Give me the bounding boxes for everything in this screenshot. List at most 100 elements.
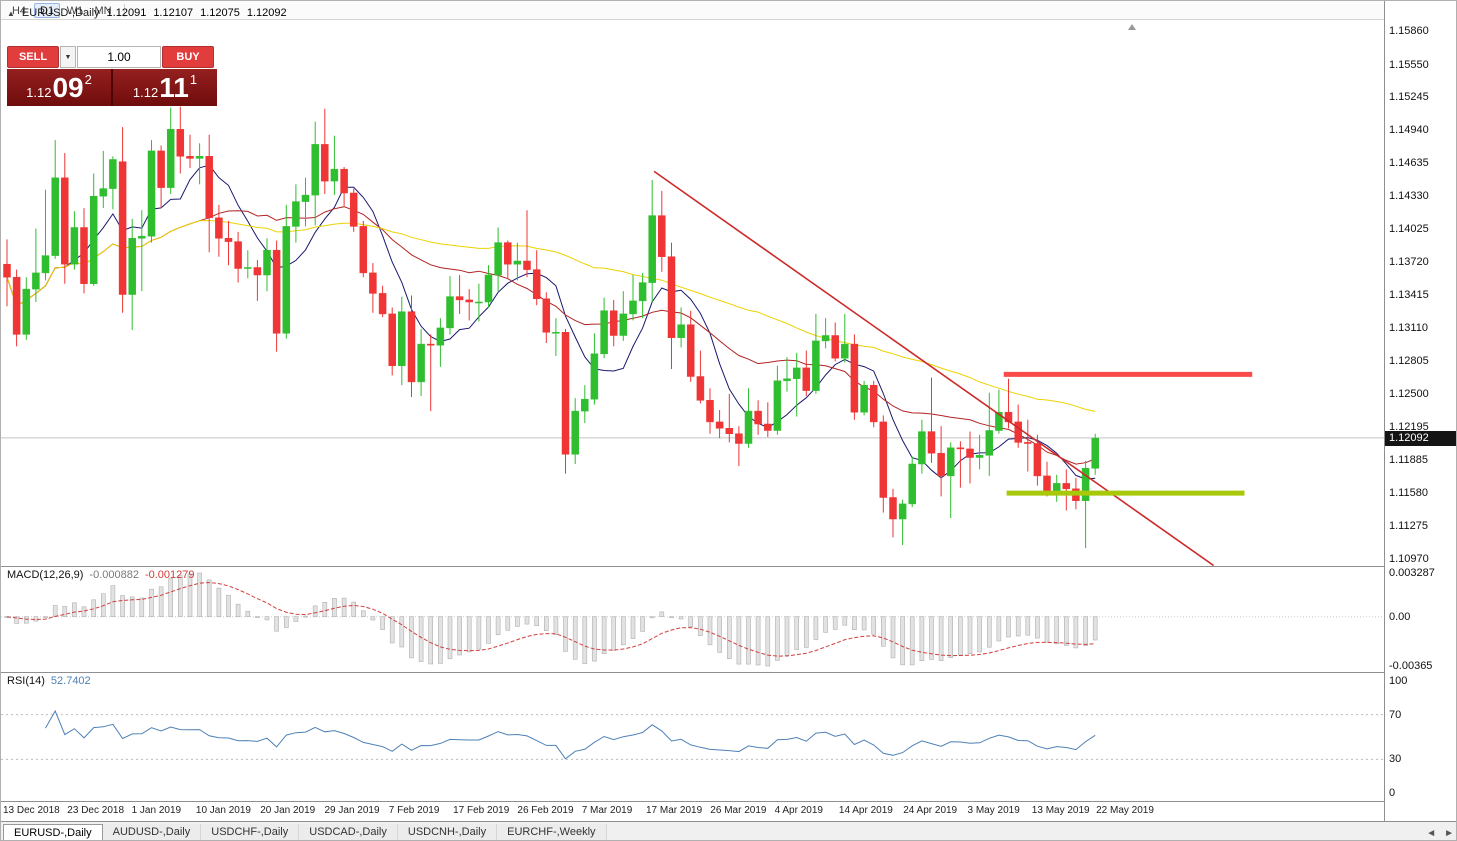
current-price-tag: 1.12092 — [1385, 430, 1456, 446]
price-axis-tick: 1.15860 — [1389, 25, 1429, 37]
price-divider — [111, 69, 113, 106]
rsi-name: RSI(14) — [7, 675, 45, 687]
sell-price-point: 2 — [84, 72, 92, 87]
sell-price-display[interactable]: 1.12 09 2 — [7, 69, 111, 106]
time-axis-tick: 4 Apr 2019 — [774, 805, 823, 816]
chevron-down-icon: ▼ — [64, 53, 72, 61]
timeframe-button-d1[interactable]: D1 — [34, 2, 60, 18]
rsi-indicator-panel[interactable] — [1, 673, 1384, 801]
panel-separator — [1, 801, 1456, 802]
price-axis-tick: 1.14330 — [1389, 190, 1429, 203]
price-axis-tick: 1.13415 — [1389, 289, 1429, 301]
price-axis-tick: 1.11275 — [1389, 520, 1428, 533]
price-chart-panel[interactable] — [1, 21, 1384, 566]
price-axis-tick: 1.11885 — [1389, 454, 1428, 467]
timeframe-button-w1[interactable]: W1 — [66, 4, 84, 17]
macd-axis-tick: -0.00365 — [1389, 660, 1433, 672]
price-axis-tick: 1.13720 — [1389, 256, 1429, 269]
timeframe-button-mn[interactable]: MN — [94, 4, 112, 17]
macd-label: MACD(12,26,9) -0.000882 -0.001279 — [7, 569, 195, 581]
time-axis-tick: 24 Apr 2019 — [903, 805, 958, 816]
bid-ask-display: 1.12 09 2 1.12 11 1 — [7, 69, 217, 106]
rsi-canvas[interactable] — [1, 673, 1384, 801]
chart-shift-marker-icon — [1128, 24, 1136, 30]
macd-indicator-panel[interactable] — [1, 567, 1384, 672]
time-axis-tick: 26 Mar 2019 — [710, 805, 767, 816]
price-axis-tick: 1.11580 — [1389, 487, 1428, 500]
rsi-axis-tick: 100 — [1389, 675, 1408, 687]
time-axis-tick: 17 Mar 2019 — [646, 805, 703, 816]
chart-tab-eurusd[interactable]: EURUSD-,Daily — [3, 824, 103, 840]
toolbar-divider — [124, 3, 125, 17]
rsi-value: 52.7402 — [50, 675, 91, 687]
rsi-axis-tick: 70 — [1389, 708, 1402, 721]
time-axis-tick: 7 Feb 2019 — [388, 805, 440, 816]
buy-price-display[interactable]: 1.12 11 1 — [113, 69, 217, 106]
panel-separator[interactable] — [1, 672, 1456, 673]
time-axis-tick: 13 Dec 2018 — [3, 805, 60, 816]
sell-button[interactable]: SELL — [7, 46, 59, 68]
time-axis-tick: 14 Apr 2019 — [838, 805, 893, 816]
tab-scroll-right-button[interactable]: ► — [1444, 828, 1454, 839]
volume-dropdown-button[interactable]: ▼ — [60, 46, 76, 68]
time-axis[interactable]: 13 Dec 2018 23 Dec 2018 1 Jan 2019 10 Jan 2… — [1, 802, 1384, 821]
chart-tab-usdcnh[interactable]: USDCNH-,Daily — [397, 824, 498, 840]
time-axis-tick: 23 Dec 2018 — [67, 805, 125, 816]
buy-price-pips: 11 — [159, 71, 189, 103]
sell-price-pips: 09 — [52, 71, 84, 103]
time-axis-tick: 26 Feb 2019 — [517, 805, 574, 816]
volume-input[interactable] — [77, 46, 161, 68]
time-axis-tick: 13 May 2019 — [1031, 805, 1090, 816]
macd-value-signal: -0.001279 — [144, 569, 195, 581]
timeframe-button-h4[interactable]: H4 — [11, 4, 27, 17]
buy-button[interactable]: BUY — [162, 46, 214, 68]
price-axis-tick: 1.13110 — [1389, 321, 1428, 334]
price-axis-tick: 1.14940 — [1389, 124, 1429, 137]
macd-axis-tick: 0.003287 — [1389, 567, 1435, 579]
chart-tab-eurchf[interactable]: EURCHF-,Weekly — [497, 824, 607, 840]
ohlc-open: 1.12091 — [106, 7, 147, 19]
chart-caption: ▲ EURUSD-,Daily 1.12091 1.12107 1.12075 … — [7, 7, 287, 19]
time-axis-tick: 10 Jan 2019 — [195, 805, 251, 816]
rsi-axis-tick: 30 — [1389, 753, 1402, 766]
macd-name: MACD(12,26,9) — [7, 569, 84, 581]
time-axis-tick: 7 Mar 2019 — [581, 805, 633, 816]
time-axis-tick: 20 Jan 2019 — [260, 805, 316, 816]
price-axis-tick: 1.12195 — [1389, 420, 1429, 433]
price-axis-tick: 1.14635 — [1389, 157, 1429, 170]
price-axis-tick: 1.14025 — [1389, 223, 1429, 236]
ohlc-close: 1.12092 — [246, 7, 287, 19]
time-axis-tick: 29 Jan 2019 — [324, 805, 380, 816]
sell-price-base: 1.12 — [26, 85, 52, 100]
ohlc-high: 1.12107 — [153, 7, 194, 19]
macd-value-main: -0.000882 — [89, 569, 139, 581]
caption-up-arrow-icon: ▲ — [7, 8, 15, 18]
price-axis-tick: 1.12805 — [1389, 354, 1429, 367]
macd-axis-tick: 0.00 — [1389, 610, 1411, 623]
chart-tab-bar: EURUSD-,Daily AUDUSD-,Daily USDCHF-,Daily U… — [1, 821, 1456, 840]
price-axis-tick: 1.12500 — [1389, 387, 1429, 400]
chart-tab-usdchf[interactable]: USDCHF-,Daily — [201, 824, 300, 840]
time-axis-tick: 17 Feb 2019 — [453, 805, 510, 816]
chart-tab-usdcad[interactable]: USDCAD-,Daily — [299, 824, 398, 840]
price-axis[interactable]: 1.15860 1.15550 1.15245 1.14940 1.14635 1.143… — [1384, 1, 1456, 821]
chart-tab-audusd[interactable]: AUDUSD-,Daily — [102, 824, 202, 840]
price-axis-tick: 1.15245 — [1389, 91, 1429, 104]
rsi-label: RSI(14) 52.7402 — [7, 675, 91, 687]
rsi-axis-tick: 0 — [1389, 787, 1396, 799]
time-axis-tick: 22 May 2019 — [1096, 805, 1154, 816]
time-axis-tick: 3 May 2019 — [967, 805, 1020, 816]
price-axis-tick: 1.10970 — [1389, 553, 1429, 565]
buy-price-point: 1 — [189, 72, 198, 87]
tab-scroll-left-button[interactable]: ◄ — [1426, 828, 1437, 839]
ohlc-low: 1.12075 — [200, 7, 240, 19]
macd-canvas[interactable] — [1, 567, 1384, 672]
time-axis-tick: 1 Jan 2019 — [131, 805, 182, 816]
price-chart-canvas[interactable] — [1, 21, 1384, 566]
chart-symbol-period: EURUSD-,Daily — [21, 7, 100, 19]
panel-separator[interactable] — [1, 566, 1456, 567]
price-axis-tick: 1.15550 — [1389, 58, 1429, 71]
timeframe-toolbar: H4 D1 W1 MN — [1, 1, 1456, 20]
